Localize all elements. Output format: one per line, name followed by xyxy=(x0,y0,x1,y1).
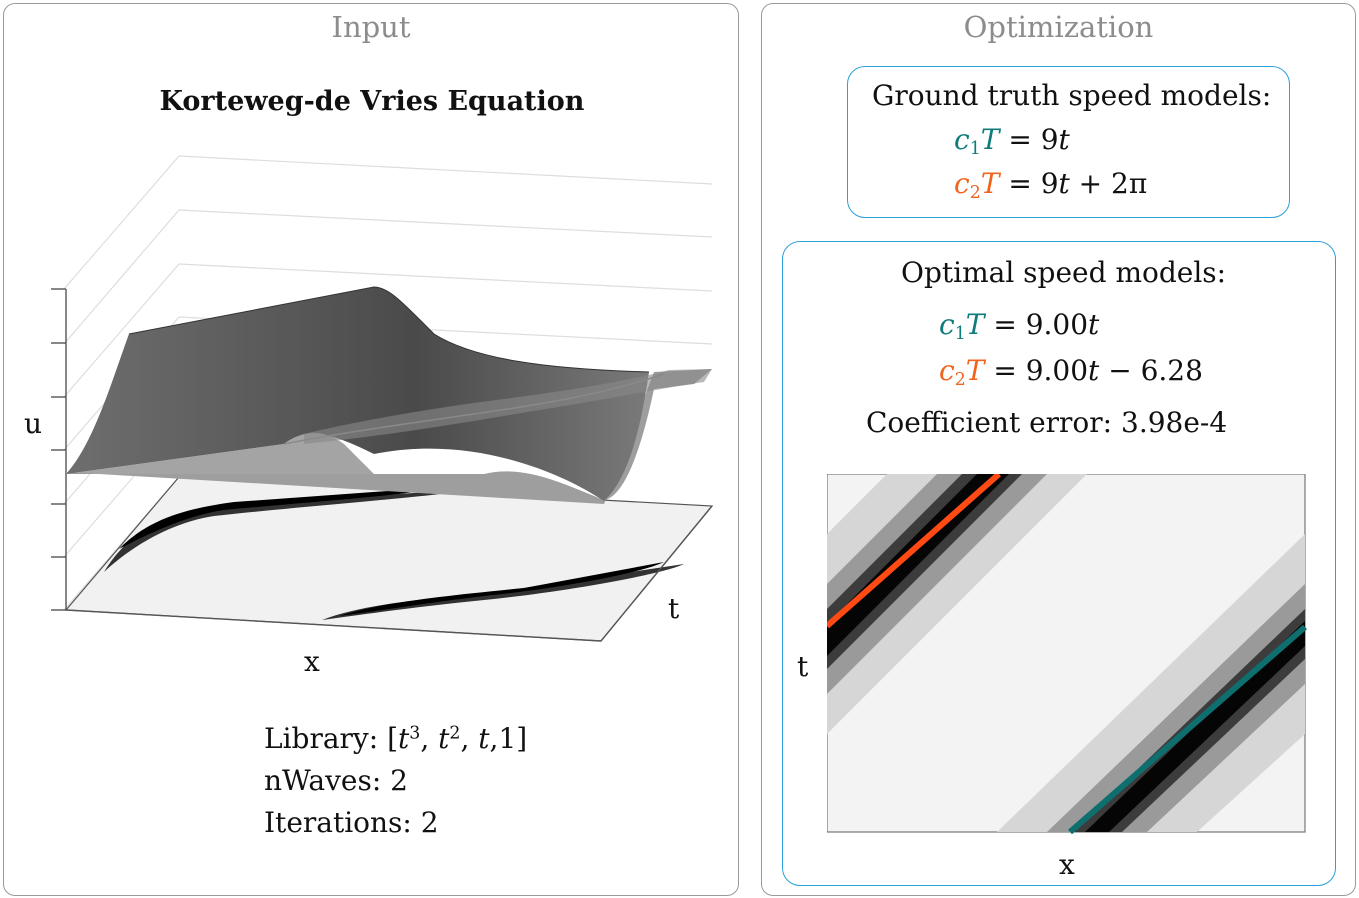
ground-truth-heading: Ground truth speed models: xyxy=(872,79,1272,112)
optimal-heading: Optimal speed models: xyxy=(901,256,1227,289)
library-term: t xyxy=(438,722,450,755)
library-term: t xyxy=(398,722,410,755)
ground-truth-box: Ground truth speed models: c1T = 9t c2T … xyxy=(847,66,1290,218)
optimal-model-2: c2T = 9.00t − 6.28 xyxy=(939,354,1203,390)
optimal-box: Optimal speed models: c1T = 9.00t c2T = … xyxy=(782,241,1336,886)
library-term: t xyxy=(478,722,490,755)
library-term: 1 xyxy=(498,722,517,755)
library-line: Library: [t3, t2, t,1] xyxy=(264,722,528,755)
input-panel-title: Input xyxy=(331,10,411,44)
heatmap-t-label: t xyxy=(797,650,809,683)
dark-band-1 xyxy=(827,474,1087,734)
x-axis-label: x xyxy=(304,645,320,678)
library-label: Library: xyxy=(264,722,379,755)
u-axis xyxy=(51,288,67,611)
speed-line-c1 xyxy=(1068,624,1307,834)
u-axis-label: u xyxy=(24,407,43,440)
kdv-surface-plot xyxy=(51,155,714,642)
wave-surface xyxy=(66,286,712,504)
optimization-panel-title: Optimization xyxy=(963,10,1154,44)
ground-truth-model-2: c2T = 9t + 2π xyxy=(954,167,1148,203)
equation-title: Korteweg-de Vries Equation xyxy=(159,86,585,117)
library-exponent: 2 xyxy=(449,723,461,744)
optimization-panel: Optimization Ground truth speed models: … xyxy=(761,3,1356,896)
floor-heatmap xyxy=(64,476,714,642)
nwaves-line: nWaves: 2 xyxy=(264,764,408,797)
speed-line-c2 xyxy=(827,474,1001,629)
input-panel: Input Korteweg-de Vries Equation xyxy=(3,3,739,896)
heatmap-x-label: x xyxy=(1059,848,1075,881)
library-exponent: 3 xyxy=(409,723,421,744)
ground-truth-model-1: c1T = 9t xyxy=(954,123,1070,159)
speed-model-heatmap xyxy=(827,474,1307,834)
optimal-model-1: c1T = 9.00t xyxy=(939,308,1100,344)
t-axis-label: t xyxy=(668,592,680,625)
iterations-line: Iterations: 2 xyxy=(264,806,439,839)
coefficient-error: Coefficient error: 3.98e-4 xyxy=(866,406,1228,439)
